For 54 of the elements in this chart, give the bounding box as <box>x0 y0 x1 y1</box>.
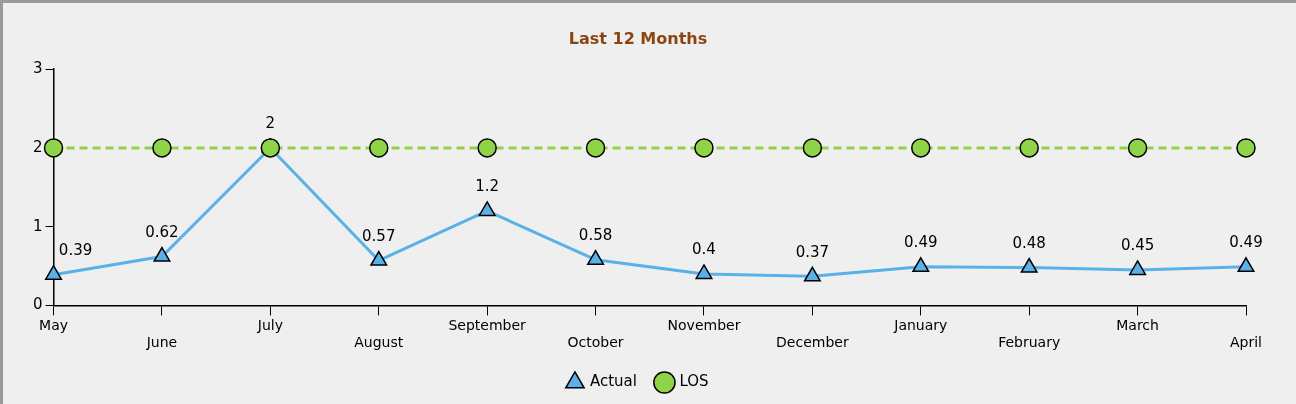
point <box>369 138 389 158</box>
point <box>152 138 172 158</box>
point <box>585 138 606 158</box>
data-label: 0.39 <box>58 241 93 260</box>
data-label: 2 <box>265 114 276 133</box>
point <box>1237 257 1255 273</box>
data-label: 0.49 <box>1229 233 1263 252</box>
point <box>803 266 821 282</box>
point <box>45 264 63 280</box>
data-label: 0.45 <box>1120 236 1155 255</box>
x-tick-label: June <box>145 334 178 351</box>
point <box>695 264 713 280</box>
data-label: 0.62 <box>145 222 179 241</box>
data-label: 0.49 <box>904 233 938 252</box>
y-tick-label: 0 <box>33 295 43 314</box>
point <box>912 257 930 273</box>
point <box>1236 138 1256 158</box>
x-tick-label: November <box>667 317 741 334</box>
x-tick-label: October <box>567 334 624 351</box>
data-label: 0.48 <box>1012 234 1046 252</box>
point <box>911 138 931 158</box>
point <box>1019 138 1039 158</box>
point <box>43 138 64 158</box>
y-tick-label: 2 <box>33 137 43 156</box>
x-tick-label: August <box>354 334 404 351</box>
data-label: 0.4 <box>692 240 716 259</box>
point <box>260 138 281 158</box>
x-tick-label: May <box>39 317 69 334</box>
point <box>802 138 823 158</box>
data-label: 0.37 <box>795 242 830 261</box>
x-tick-label: April <box>1230 334 1262 351</box>
x-tick-label: December <box>776 334 849 351</box>
chart-title: Last 12 Months <box>568 28 708 48</box>
point <box>1127 138 1148 158</box>
x-tick-label: March <box>1116 317 1159 334</box>
y-tick-label: 1 <box>33 216 43 235</box>
x-tick-label: July <box>256 317 283 334</box>
data-label: 1.2 <box>475 177 500 196</box>
y-tick-label: 3 <box>33 59 43 78</box>
point <box>1020 257 1038 273</box>
data-label: 0.57 <box>362 226 396 245</box>
x-tick-label: February <box>998 334 1061 351</box>
legend-label: LOS <box>679 372 709 391</box>
point <box>370 250 388 266</box>
x-tick-label: January <box>893 317 948 334</box>
point <box>1129 260 1147 276</box>
data-label: 0.58 <box>578 226 613 245</box>
point <box>477 138 497 158</box>
point <box>153 246 171 262</box>
legend-label: Actual <box>589 372 637 391</box>
point <box>587 249 605 265</box>
x-tick-label: September <box>448 317 527 334</box>
point <box>694 138 714 158</box>
point <box>478 201 496 217</box>
